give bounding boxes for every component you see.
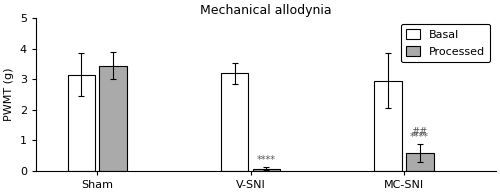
- Bar: [252, 169, 280, 171]
- Text: ##: ##: [412, 127, 428, 137]
- Bar: [406, 153, 433, 171]
- Bar: [374, 81, 402, 171]
- Bar: [100, 66, 127, 171]
- Bar: [221, 73, 248, 171]
- Y-axis label: PWMT (g): PWMT (g): [4, 68, 14, 121]
- Text: ****: ****: [257, 155, 276, 165]
- Title: Mechanical allodynia: Mechanical allodynia: [200, 4, 332, 17]
- Text: ****: ****: [410, 132, 429, 142]
- Bar: [68, 75, 95, 171]
- Legend: Basal, Processed: Basal, Processed: [401, 24, 490, 62]
